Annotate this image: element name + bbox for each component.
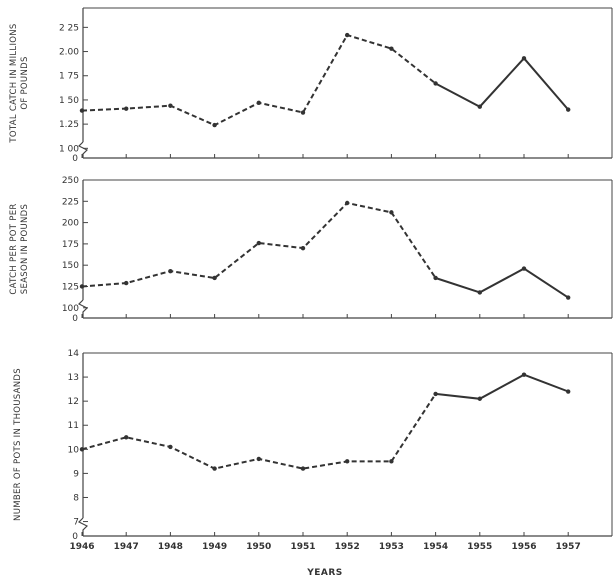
- axis-break: [77, 299, 89, 318]
- y-tick-label: 100: [62, 304, 79, 314]
- series-line-solid: [435, 56, 569, 111]
- y-tick-label: 225: [62, 197, 79, 207]
- data-point: [433, 275, 438, 281]
- data-point: [300, 110, 306, 115]
- data-point: [256, 100, 261, 106]
- x-tick-label: 1954: [423, 542, 448, 552]
- chart-panel-3: 7 8 9 10 11 12 13 14 0 NUMBER OF POTS IN THOUSAND…: [13, 349, 613, 578]
- data-point: [168, 103, 173, 108]
- x-tick-label: 1947: [114, 542, 139, 552]
- y-tick-label: 1 00: [59, 144, 79, 154]
- data-point: [433, 391, 438, 397]
- y-tick-label: 200: [62, 219, 79, 229]
- data-point: [168, 268, 173, 274]
- data-point: [212, 466, 217, 471]
- data-point: [345, 459, 350, 464]
- chart-panel-2: 100 125 150 175 200 225 250 0 CATCH PER POT PER S…: [9, 176, 613, 324]
- y-tick-label: 250: [62, 176, 79, 186]
- x-tick-label: 1948: [158, 542, 183, 552]
- data-point: [521, 372, 527, 377]
- y-tick-label: 150: [62, 261, 79, 271]
- x-tick-label: 1946: [69, 542, 94, 552]
- data-point: [124, 435, 129, 440]
- y-tick-label: 9: [73, 469, 79, 479]
- data-point: [79, 447, 85, 452]
- data-point: [79, 284, 85, 289]
- data-point: [566, 295, 571, 300]
- y-tick-label: 11: [68, 421, 79, 431]
- data-point: [433, 81, 438, 86]
- y-axis-label: OF POUNDS: [20, 56, 30, 109]
- x-tick-label: 1955: [467, 542, 492, 552]
- y-zero-label: 0: [72, 314, 78, 324]
- data-point: [300, 245, 306, 251]
- series-line-dashed: [81, 201, 437, 288]
- data-point: [477, 104, 482, 109]
- data-point: [124, 106, 129, 111]
- x-axis-label: YEARS: [306, 568, 343, 578]
- y-tick-label: 175: [62, 240, 79, 250]
- series-line-solid: [435, 267, 569, 299]
- y-tick-label: 10: [68, 445, 80, 455]
- x-tick-label: 1953: [379, 542, 404, 552]
- data-point: [345, 32, 350, 38]
- data-point: [566, 389, 571, 394]
- x-tick-label: 1950: [246, 542, 271, 552]
- data-point: [168, 444, 173, 450]
- y-axis-label: SEASON IN POUNDS: [20, 204, 30, 294]
- y-tick-label: 13: [68, 373, 79, 383]
- y-axis-label: TOTAL CATCH IN MILLIONS: [9, 23, 19, 143]
- series-line-solid: [435, 373, 569, 400]
- x-tick-label: 1952: [335, 542, 360, 552]
- data-point: [212, 122, 217, 128]
- data-point: [389, 210, 394, 215]
- series-line-dashed: [81, 33, 437, 127]
- chart-panel-1: 1 00 1.25 1 50 1 75 2.00 2 25 0 TOTAL CATCH IN …: [9, 7, 613, 164]
- y-zero-label: 0: [72, 154, 78, 164]
- y-tick-label: 125: [62, 282, 79, 292]
- y-tick-label: 2.00: [59, 48, 79, 58]
- y-axis-label: CATCH PER POT PER: [9, 203, 19, 294]
- axis-break: [77, 517, 89, 536]
- data-point: [212, 275, 217, 281]
- axis-break: [77, 141, 89, 158]
- y-tick-label: 1.25: [59, 120, 79, 130]
- y-tick-label: 1 50: [59, 96, 79, 106]
- x-tick-label: 1957: [556, 542, 581, 552]
- data-point: [79, 108, 85, 113]
- y-tick-label: 8: [73, 493, 79, 503]
- data-point: [521, 266, 527, 271]
- y-tick-label: 2 25: [59, 23, 79, 33]
- x-tick-label: 1949: [202, 542, 227, 552]
- y-tick-label: 1 75: [59, 72, 79, 82]
- y-tick-label: 14: [68, 349, 80, 359]
- data-point: [124, 280, 129, 286]
- y-tick-label: 12: [68, 397, 79, 407]
- data-point: [566, 107, 571, 112]
- y-zero-label: 0: [72, 532, 78, 542]
- data-point: [477, 396, 482, 401]
- data-point: [389, 46, 394, 51]
- y-tick-label: 7: [73, 518, 79, 528]
- data-point: [389, 459, 394, 464]
- data-point: [477, 290, 482, 295]
- data-point: [521, 56, 527, 61]
- data-point: [300, 466, 306, 471]
- x-tick-label: 1956: [511, 542, 536, 552]
- x-tick-label: 1951: [290, 542, 315, 552]
- y-axis-label: NUMBER OF POTS IN THOUSANDS: [13, 368, 23, 521]
- data-point: [256, 240, 261, 246]
- data-point: [256, 456, 261, 462]
- data-point: [345, 200, 350, 206]
